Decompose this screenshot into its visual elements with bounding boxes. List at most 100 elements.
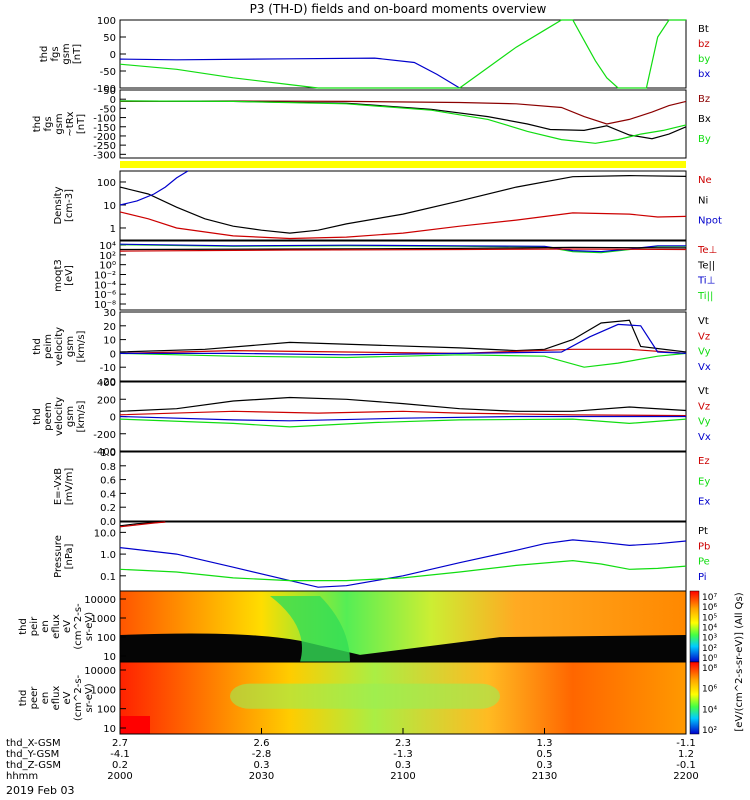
- x-axis-row-label: thd_Y-GSM: [6, 749, 59, 760]
- colorbar-tick-label: 10³: [702, 634, 717, 644]
- legend-entry-Te: Te⊥: [697, 245, 717, 256]
- series-line-Vy: [119, 418, 687, 428]
- y-tick-label: 10⁻⁸: [94, 300, 116, 311]
- legend-entry-Vz: Vz: [698, 331, 710, 342]
- panels: 100500-50-100thdfgsgsm[nT]Btbzbybx500-50…: [18, 16, 745, 736]
- x-tick-label: 2100: [390, 771, 415, 782]
- y-tick-label: 10²: [99, 251, 116, 262]
- y-axis-label: thdpeimvelocitygsm[km/s]: [32, 327, 87, 366]
- x-tick-label: 0.3: [537, 760, 553, 771]
- y-tick-label: 1.0: [100, 550, 116, 561]
- y-tick-label: 30: [103, 308, 116, 319]
- panel-frame: [119, 19, 687, 89]
- series-line-by: [119, 19, 686, 89]
- series-line-Pe: [119, 559, 687, 582]
- y-tick-label: 10⁻²: [94, 271, 116, 282]
- y-tick-label: 100: [97, 633, 116, 644]
- y-axis-label: thdfgsgsm~tRx[nT]: [32, 111, 87, 136]
- spectrogram-red-region: [120, 716, 150, 734]
- y-axis-label: thdpeemvelocitygsm[km/s]: [32, 397, 87, 436]
- series-line-Npot: [119, 170, 189, 206]
- panel-frame: [119, 170, 687, 241]
- series-line-Te: [119, 246, 687, 251]
- x-tick-label: -1.1: [676, 738, 696, 749]
- x-tick-label: 2200: [673, 771, 698, 782]
- panel-efield: 1.0 0.8 0.6 0.4 0.2 0.0 E=-VxB[mV/m] Ez Ey Ex: [53, 448, 710, 528]
- y-tick-label: 0.2: [100, 503, 116, 514]
- y-tick-label: 10⁰: [99, 261, 116, 272]
- panel-fgs-trend: 500-50-100-150-200-250-300thdfgsgsm~tRx[…: [32, 86, 711, 161]
- x-tick-label: -2.8: [252, 749, 272, 760]
- series-line-By: [119, 100, 687, 144]
- x-axis-row-label: hhmm: [6, 771, 38, 782]
- y-tick-label: -200: [93, 132, 116, 143]
- colorbar-tick-label: 10⁵: [702, 613, 717, 623]
- y-tick-label: 10⁻⁶: [94, 290, 116, 301]
- y-tick-label: 50: [103, 33, 116, 44]
- x-tick-label: -4.1: [110, 749, 130, 760]
- panel-density: 100 10 1 Density[cm-3] Ne Ni Npot: [53, 170, 722, 241]
- series-line-Vz: [119, 410, 687, 417]
- spectrogram-green-region: [230, 683, 500, 709]
- legend-entry-Pe: Pe: [698, 557, 710, 568]
- y-tick-label: 100: [97, 16, 116, 27]
- legend-entry-Ti: Ti⊥: [697, 276, 715, 287]
- x-tick-label: 0.5: [537, 749, 553, 760]
- legend-entry-Ey: Ey: [698, 476, 710, 487]
- legend-entry-Ez: Ez: [698, 456, 710, 467]
- legend-entry-Pt: Pt: [698, 526, 708, 537]
- x-tick-label: 2.6: [254, 738, 270, 749]
- y-axis-label: Pressure[nPa]: [53, 535, 75, 578]
- colorbar-tick-label: 10⁶: [702, 603, 717, 613]
- legend-entry-bx: bx: [698, 69, 710, 80]
- x-tick-label: 1.3: [537, 738, 553, 749]
- colorbar: [689, 661, 700, 735]
- legend-entry-Ex: Ex: [698, 497, 710, 508]
- y-tick-label: -100: [93, 114, 116, 125]
- legend-entry-Ne: Ne: [698, 175, 712, 186]
- y-tick-label: 0: [110, 50, 116, 61]
- panel-peer-spectrogram: 10000 1000 100 10 thdpeerenefluxeV(cm^2-s-sr…: [18, 661, 687, 735]
- y-tick-label: -50: [100, 67, 116, 78]
- legend-entry-bz: bz: [698, 39, 710, 50]
- series-line-Te: [119, 248, 687, 252]
- series-line-bx: [119, 57, 460, 89]
- y-tick-label: 10.0: [94, 528, 116, 539]
- legend-entry-Bx: Bx: [698, 114, 711, 125]
- series-line-Vt: [119, 396, 687, 412]
- y-axis-label: thdpeirenefluxeV(cm^2-s-sr-eV): [18, 603, 95, 650]
- colorbar-tick-label: 10²: [702, 644, 717, 654]
- y-tick-label: 0: [110, 95, 116, 106]
- y-tick-label: 400: [97, 378, 116, 389]
- spectrogram-black-band: [120, 633, 686, 662]
- y-tick-label: 1.0: [100, 448, 116, 459]
- y-tick-label: -10: [100, 363, 116, 374]
- y-tick-label: 0.4: [100, 489, 116, 500]
- spectrogram-green-region: [270, 596, 350, 662]
- x-axis-row-label: thd_X-GSM: [6, 738, 61, 749]
- y-tick-label: -100: [93, 84, 116, 95]
- y-tick-label: 200: [97, 395, 116, 406]
- y-tick-label: 1000: [91, 614, 116, 625]
- legend-entry-Bz: Bz: [698, 94, 710, 105]
- x-tick-label: 2.3: [395, 738, 411, 749]
- y-tick-label: 10: [103, 336, 116, 347]
- colorbar-tick-label: 10²: [702, 726, 717, 736]
- figure-title: P3 (TH-D) fields and on-board moments ov…: [250, 2, 547, 16]
- y-tick-label: 10: [103, 724, 116, 735]
- legend-entry-Vt: Vt: [698, 386, 709, 397]
- legend-entry-Te: Te||: [697, 260, 715, 271]
- colorbar-tick-label: 10⁶: [702, 685, 717, 695]
- panel-frame: [119, 89, 687, 159]
- legend-entry-Ni: Ni: [698, 195, 708, 206]
- y-tick-label: 10: [103, 652, 116, 663]
- series-line-Bz: [119, 100, 687, 125]
- y-tick-label: 1000: [91, 685, 116, 696]
- series-line-Vy: [119, 352, 687, 368]
- y-tick-label: 1: [110, 224, 116, 235]
- series-line-Vx: [120, 323, 687, 356]
- panel-frame: [119, 451, 687, 522]
- y-tick-label: 100: [97, 705, 116, 716]
